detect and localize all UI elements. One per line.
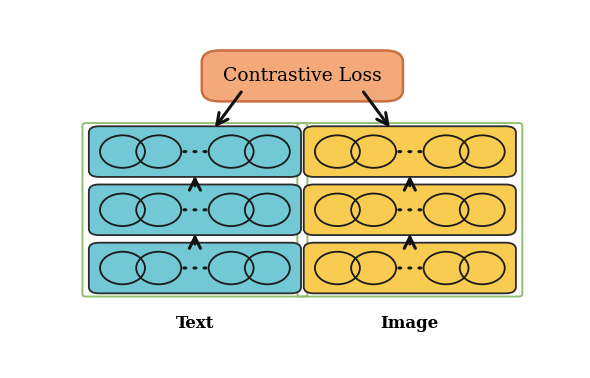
Text: Contrastive Loss: Contrastive Loss [223, 67, 382, 85]
Circle shape [182, 150, 188, 153]
Circle shape [397, 208, 402, 211]
Circle shape [182, 266, 188, 270]
Circle shape [202, 208, 208, 211]
Circle shape [397, 266, 402, 270]
Circle shape [417, 150, 422, 153]
Circle shape [182, 208, 188, 211]
Circle shape [192, 208, 198, 211]
Text: Image: Image [381, 315, 439, 332]
Circle shape [417, 208, 422, 211]
Circle shape [417, 266, 422, 270]
Circle shape [397, 150, 402, 153]
Circle shape [407, 150, 412, 153]
Circle shape [192, 266, 198, 270]
Circle shape [202, 266, 208, 270]
Circle shape [407, 208, 412, 211]
FancyBboxPatch shape [89, 184, 301, 235]
Text: Text: Text [176, 315, 214, 332]
FancyBboxPatch shape [202, 50, 403, 101]
FancyBboxPatch shape [89, 126, 301, 177]
FancyBboxPatch shape [304, 184, 516, 235]
Circle shape [407, 266, 412, 270]
FancyBboxPatch shape [89, 243, 301, 293]
FancyBboxPatch shape [304, 243, 516, 293]
FancyBboxPatch shape [304, 126, 516, 177]
Circle shape [202, 150, 208, 153]
Circle shape [192, 150, 198, 153]
